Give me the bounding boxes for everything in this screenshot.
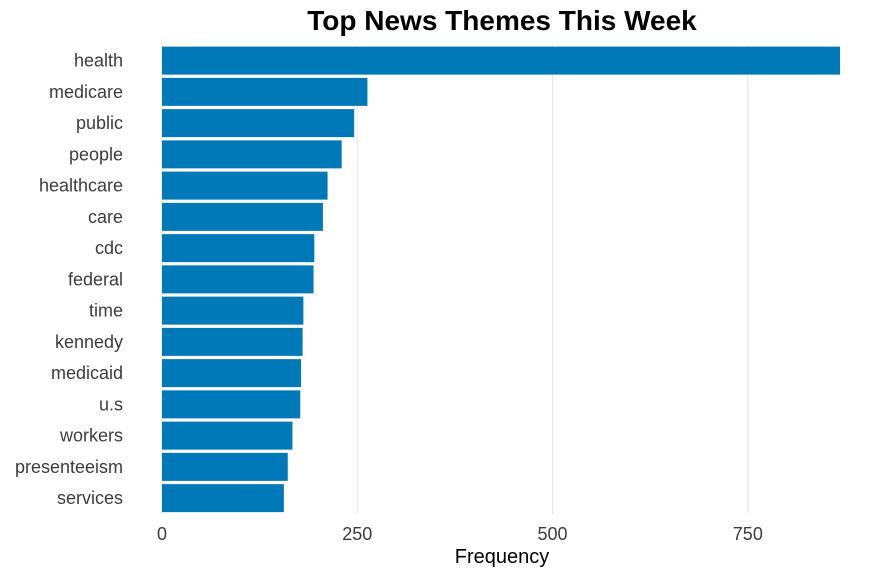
category-label: time: [89, 301, 123, 321]
bar-federal: [162, 265, 314, 294]
category-label: medicare: [49, 82, 123, 102]
category-label: u.s: [99, 394, 123, 414]
category-label: health: [74, 51, 123, 71]
category-label: public: [76, 113, 123, 133]
bar-people: [162, 140, 342, 169]
bar-medicare: [162, 77, 368, 106]
bar-cdc: [162, 234, 315, 263]
category-label: federal: [68, 269, 123, 289]
bar-time: [162, 296, 304, 325]
x-tick-label: 750: [733, 524, 763, 544]
x-tick-label: 500: [538, 524, 568, 544]
category-labels: health medicare public people healthcare care…: [15, 51, 123, 509]
x-tick-labels: 0 250 500 750: [157, 524, 763, 544]
bar-presenteeism: [162, 452, 288, 481]
category-label: services: [57, 488, 123, 508]
bar-medicaid: [162, 359, 302, 388]
category-label: cdc: [95, 238, 123, 258]
bars: [162, 46, 840, 513]
bar-u-s: [162, 390, 301, 419]
bar-services: [162, 484, 284, 513]
bar-kennedy: [162, 327, 303, 356]
bar-care: [162, 202, 323, 231]
category-label: presenteeism: [15, 457, 123, 477]
category-label: care: [88, 207, 123, 227]
category-label: medicaid: [51, 363, 123, 383]
category-label: workers: [59, 426, 123, 446]
bar-public: [162, 109, 355, 138]
bar-health: [162, 46, 840, 75]
x-tick-label: 0: [157, 524, 167, 544]
category-label: people: [69, 144, 123, 164]
x-axis-title: Frequency: [455, 546, 550, 568]
chart-title: Top News Themes This Week: [307, 5, 697, 36]
category-label: kennedy: [55, 332, 123, 352]
bar-healthcare: [162, 171, 328, 200]
bar-workers: [162, 421, 293, 450]
category-label: healthcare: [39, 176, 123, 196]
x-tick-label: 250: [342, 524, 372, 544]
